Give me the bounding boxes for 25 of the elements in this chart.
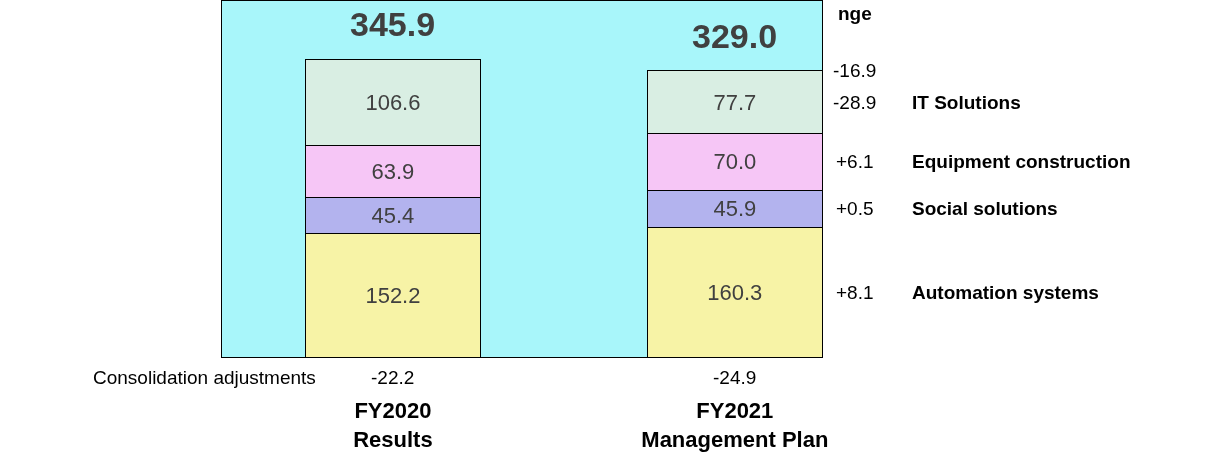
text: IT Solutions <box>912 92 1021 113</box>
text: -28.9 <box>833 92 877 113</box>
data-label: 77.7 <box>713 89 757 115</box>
text: Equipment construction <box>912 151 1131 172</box>
x-tick-label: FY2020 Results <box>353 398 433 452</box>
text: Consolidation adjustments <box>93 367 316 388</box>
text: -22.2 <box>371 367 415 388</box>
annotation: 345.9 <box>350 5 436 43</box>
data-label: 160.3 <box>707 279 763 305</box>
text: Automation systems <box>912 282 1099 303</box>
data-label: 106.6 <box>365 89 421 115</box>
text: +6.1 <box>836 151 874 172</box>
x-tick-label: FY2021 Management Plan <box>641 398 829 452</box>
text: Social solutions <box>912 198 1058 219</box>
data-label: 70.0 <box>713 149 757 175</box>
text: nge <box>838 3 872 24</box>
annotation: 329.0 <box>692 17 778 55</box>
text: +0.5 <box>836 198 874 219</box>
text: -16.9 <box>833 60 877 81</box>
data-label: 45.4 <box>371 202 415 228</box>
data-label: 152.2 <box>365 282 421 308</box>
data-label: 45.9 <box>713 196 757 222</box>
data-label: 63.9 <box>371 158 415 184</box>
text: +8.1 <box>836 282 874 303</box>
text: -24.9 <box>713 367 757 388</box>
